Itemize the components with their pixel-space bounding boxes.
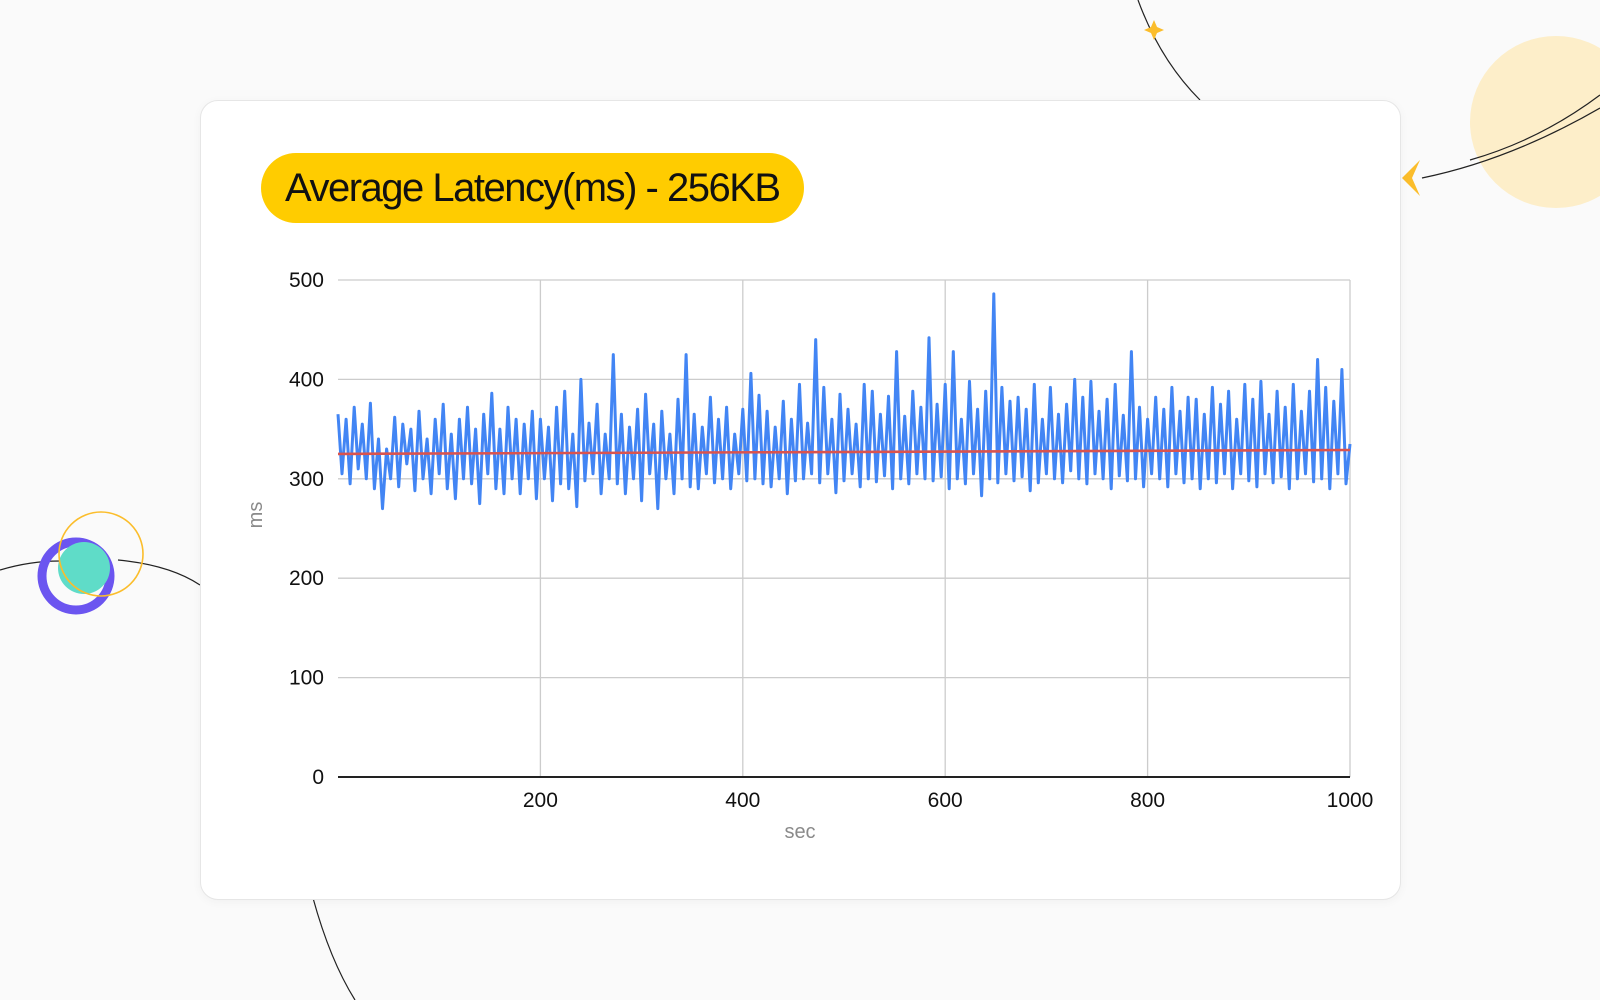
orbit-line-left-right [117, 559, 201, 586]
orbit-line-top [1137, 0, 1201, 101]
star-arrow-icon [1402, 160, 1420, 196]
series-layer [336, 292, 1352, 511]
planet-circle [1470, 36, 1600, 208]
latency-series-line [336, 292, 1352, 511]
logo-core-icon [58, 542, 110, 594]
y-tick-label: 0 [312, 766, 324, 789]
x-tick-label: 200 [523, 789, 558, 812]
chart-title-badge: Average Latency(ms) - 256KB [261, 153, 804, 223]
y-tick-label: 100 [289, 667, 324, 690]
chart-card: Average Latency(ms) - 256KB [200, 100, 1401, 900]
planet-orbit-line [1421, 107, 1600, 179]
star-small-icon [1144, 20, 1164, 40]
axis-layer: 0 100 200 300 400 500 200 400 600 800 1000 [289, 269, 1373, 812]
x-tick-label: 800 [1130, 789, 1165, 812]
grid-layer [338, 279, 1351, 777]
planet-orbit-line-outer [1469, 94, 1600, 161]
x-axis-title: sec [784, 821, 815, 843]
y-axis-title: ms [245, 502, 267, 529]
trend-series-line [337, 448, 1351, 456]
x-tick-label: 1000 [1327, 789, 1374, 812]
y-tick-label: 200 [289, 567, 324, 590]
x-tick-label: 400 [725, 789, 760, 812]
y-tick-label: 400 [289, 368, 324, 391]
logo-outline-icon [58, 511, 144, 597]
logo-ring-icon [37, 537, 115, 615]
orbit-line-bottom [312, 897, 356, 1000]
chart-title: Average Latency(ms) - 256KB [285, 165, 781, 210]
y-tick-label: 300 [289, 468, 324, 491]
y-tick-label: 500 [289, 269, 324, 292]
x-tick-label: 600 [928, 789, 963, 812]
